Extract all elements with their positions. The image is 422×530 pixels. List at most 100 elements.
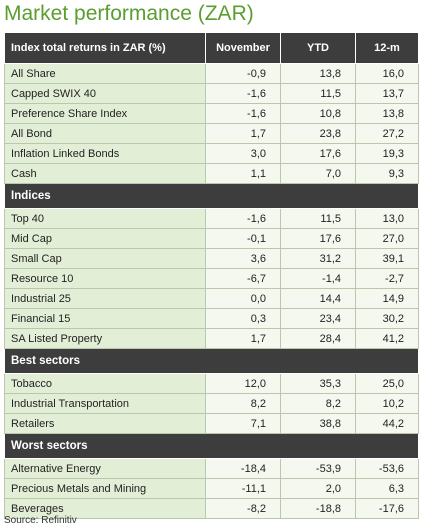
- cell-value: 17,6: [280, 143, 356, 164]
- cell-value: 41,2: [355, 328, 419, 349]
- row-label: Preference Share Index: [4, 103, 206, 124]
- cell-value: 1,7: [205, 123, 281, 144]
- cell-value: 6,3: [355, 478, 419, 499]
- data-row: Industrial Transportation 8,2 8,2 10,2: [4, 393, 419, 414]
- cell-value: -0,9: [205, 63, 281, 84]
- returns-table: Index total returns in ZAR (%) November YT…: [4, 32, 419, 519]
- data-row: Resource 10 -6,7 -1,4 -2,7: [4, 268, 419, 289]
- row-label: Beverages: [4, 498, 206, 519]
- cell-value: -1,4: [280, 268, 356, 289]
- row-label: All Share: [4, 63, 206, 84]
- cell-value: -17,6: [355, 498, 419, 519]
- cell-value: 14,9: [355, 288, 419, 309]
- data-row: Cash 1,1 7,0 9,3: [4, 163, 419, 184]
- cell-value: 10,8: [280, 103, 356, 124]
- data-row: Tobacco 12,0 35,3 25,0: [4, 373, 419, 394]
- row-label: Tobacco: [4, 373, 206, 394]
- column-header: YTD: [280, 32, 356, 64]
- header-row: Index total returns in ZAR (%) November YT…: [4, 32, 419, 64]
- cell-value: 23,4: [280, 308, 356, 329]
- cell-value: 30,2: [355, 308, 419, 329]
- data-row: Top 40 -1,6 11,5 13,0: [4, 208, 419, 229]
- row-label: Resource 10: [4, 268, 206, 289]
- cell-value: 17,6: [280, 228, 356, 249]
- cell-value: 23,8: [280, 123, 356, 144]
- cell-value: -1,6: [205, 83, 281, 104]
- cell-value: 1,7: [205, 328, 281, 349]
- cell-value: 3,6: [205, 248, 281, 269]
- row-label: SA Listed Property: [4, 328, 206, 349]
- data-row: Small Cap 3,6 31,2 39,1: [4, 248, 419, 269]
- column-header: Index total returns in ZAR (%): [4, 32, 206, 64]
- cell-value: -6,7: [205, 268, 281, 289]
- section-title: Indices: [4, 183, 419, 209]
- cell-value: 38,8: [280, 413, 356, 434]
- data-row: Inflation Linked Bonds 3,0 17,6 19,3: [4, 143, 419, 164]
- row-label: Financial 15: [4, 308, 206, 329]
- cell-value: 9,3: [355, 163, 419, 184]
- cell-value: 19,3: [355, 143, 419, 164]
- cell-value: 13,0: [355, 208, 419, 229]
- row-label: Retailers: [4, 413, 206, 434]
- data-row: All Bond 1,7 23,8 27,2: [4, 123, 419, 144]
- row-label: Industrial Transportation: [4, 393, 206, 414]
- data-row: Financial 15 0,3 23,4 30,2: [4, 308, 419, 329]
- cell-value: 2,0: [280, 478, 356, 499]
- cell-value: 14,4: [280, 288, 356, 309]
- row-label: Small Cap: [4, 248, 206, 269]
- cell-value: 10,2: [355, 393, 419, 414]
- cell-value: 0,3: [205, 308, 281, 329]
- cell-value: 1,1: [205, 163, 281, 184]
- column-header: November: [205, 32, 281, 64]
- row-label: Inflation Linked Bonds: [4, 143, 206, 164]
- data-row: Precious Metals and Mining -11,1 2,0 6,3: [4, 478, 419, 499]
- cell-value: 31,2: [280, 248, 356, 269]
- cell-value: -1,6: [205, 208, 281, 229]
- cell-value: -8,2: [205, 498, 281, 519]
- data-row: Industrial 25 0,0 14,4 14,9: [4, 288, 419, 309]
- cell-value: -2,7: [355, 268, 419, 289]
- cell-value: 44,2: [355, 413, 419, 434]
- cell-value: 28,4: [280, 328, 356, 349]
- cell-value: 27,2: [355, 123, 419, 144]
- section-row: Worst sectors: [4, 433, 419, 459]
- cell-value: 8,2: [205, 393, 281, 414]
- cell-value: -18,8: [280, 498, 356, 519]
- cell-value: 7,0: [280, 163, 356, 184]
- row-label: Cash: [4, 163, 206, 184]
- data-row: Beverages -8,2 -18,8 -17,6: [4, 498, 419, 519]
- column-header: 12-m: [355, 32, 419, 64]
- section-row: Indices: [4, 183, 419, 209]
- cell-value: -53,6: [355, 458, 419, 479]
- cell-value: 3,0: [205, 143, 281, 164]
- cell-value: -18,4: [205, 458, 281, 479]
- cell-value: 11,5: [280, 208, 356, 229]
- cell-value: 13,8: [280, 63, 356, 84]
- cell-value: -53,9: [280, 458, 356, 479]
- cell-value: 13,7: [355, 83, 419, 104]
- section-title: Worst sectors: [4, 433, 419, 459]
- data-row: Alternative Energy -18,4 -53,9 -53,6: [4, 458, 419, 479]
- table-body: Index total returns in ZAR (%) November YT…: [4, 32, 419, 519]
- data-row: All Share -0,9 13,8 16,0: [4, 63, 419, 84]
- data-row: Capped SWIX 40 -1,6 11,5 13,7: [4, 83, 419, 104]
- cell-value: 7,1: [205, 413, 281, 434]
- cell-value: 13,8: [355, 103, 419, 124]
- section-title: Best sectors: [4, 348, 419, 374]
- data-row: Preference Share Index -1,6 10,8 13,8: [4, 103, 419, 124]
- row-label: Alternative Energy: [4, 458, 206, 479]
- cell-value: 11,5: [280, 83, 356, 104]
- source: Source: Refinitiv: [4, 515, 77, 526]
- title: Market performance (ZAR): [4, 2, 254, 25]
- data-row: Retailers 7,1 38,8 44,2: [4, 413, 419, 434]
- row-label: Industrial 25: [4, 288, 206, 309]
- row-label: Capped SWIX 40: [4, 83, 206, 104]
- cell-value: -0,1: [205, 228, 281, 249]
- cell-value: 27,0: [355, 228, 419, 249]
- cell-value: 8,2: [280, 393, 356, 414]
- cell-value: -1,6: [205, 103, 281, 124]
- row-label: Top 40: [4, 208, 206, 229]
- cell-value: 12,0: [205, 373, 281, 394]
- cell-value: 0,0: [205, 288, 281, 309]
- row-label: All Bond: [4, 123, 206, 144]
